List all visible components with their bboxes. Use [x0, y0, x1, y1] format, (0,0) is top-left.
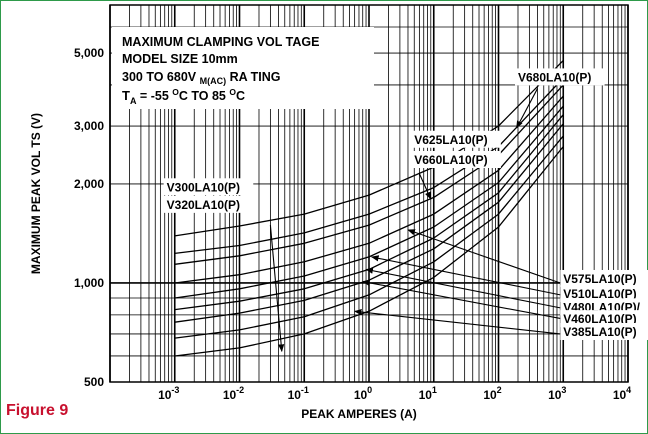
- x-tick-label: 10-1: [288, 385, 309, 402]
- series-label: V320LA10(P): [167, 198, 240, 212]
- y-axis-title: MAXIMUM PEAK VOL TS (V): [29, 113, 43, 274]
- y-tick-label: 500: [84, 375, 104, 389]
- x-tick-label: 104: [613, 385, 631, 402]
- info-box-background: [112, 27, 374, 109]
- series-line-9: [174, 146, 564, 357]
- series-label: V575LA10(P): [563, 272, 636, 286]
- series-line-5: [174, 105, 564, 299]
- series-label: V660LA10(P): [414, 153, 487, 167]
- info-box-temperature: TA = -55 OC TO 85 OC: [122, 87, 245, 106]
- x-tick-label: 103: [548, 385, 566, 402]
- series-label-background: [514, 68, 605, 86]
- series-line-8: [174, 135, 564, 339]
- series-label-background: [560, 322, 648, 340]
- label-arrow: [516, 88, 538, 129]
- series-label-background: [560, 269, 648, 287]
- plot-border: [109, 4, 629, 383]
- series-label: V385LA10(P): [563, 325, 636, 339]
- series-label-background: [560, 285, 648, 303]
- figure-label: Figure 9: [6, 402, 69, 419]
- label-arrow: [365, 267, 561, 309]
- x-tick-label: 101: [419, 385, 437, 402]
- label-arrow: [353, 309, 561, 335]
- series-label: V625LA10(P): [414, 133, 487, 147]
- series-line-4: [174, 95, 564, 284]
- series-label: V510LA10(P): [563, 287, 636, 301]
- label-arrow: [407, 229, 561, 284]
- info-box-title: MAXIMUM CLAMPING VOL TAGE: [122, 35, 319, 49]
- label-arrow: [418, 173, 432, 200]
- y-tick-label: 1,000: [74, 276, 104, 290]
- series-label: V300LA10(P): [167, 180, 240, 194]
- series-label-background: [411, 150, 501, 168]
- x-tick-label: 10-2: [223, 385, 244, 402]
- y-tick-label: 5,000: [74, 46, 104, 60]
- series-label-background: [163, 178, 254, 196]
- x-tick-label: 102: [483, 385, 501, 402]
- series-label-background: [411, 130, 501, 148]
- x-tick-label: 10-3: [158, 385, 179, 402]
- series-label: V680LA10(P): [518, 70, 591, 84]
- info-box-model-size: MODEL SIZE 10mm: [122, 52, 238, 66]
- label-arrow: [361, 279, 561, 320]
- series-label-background: [560, 310, 648, 328]
- series-label: V460LA10(P): [563, 312, 636, 326]
- info-box-voltage-range: 300 TO 680V M(AC) RA TING: [122, 70, 281, 86]
- y-tick-label: 2,000: [74, 177, 104, 191]
- label-arrow: [370, 255, 561, 296]
- x-tick-label: 100: [354, 385, 372, 402]
- label-arrow: [269, 225, 285, 353]
- y-tick-label: 3,000: [74, 119, 104, 133]
- series-line-1: [174, 59, 564, 237]
- x-axis-title: PEAK AMPERES (A): [301, 407, 417, 421]
- series-label-background: [163, 195, 254, 213]
